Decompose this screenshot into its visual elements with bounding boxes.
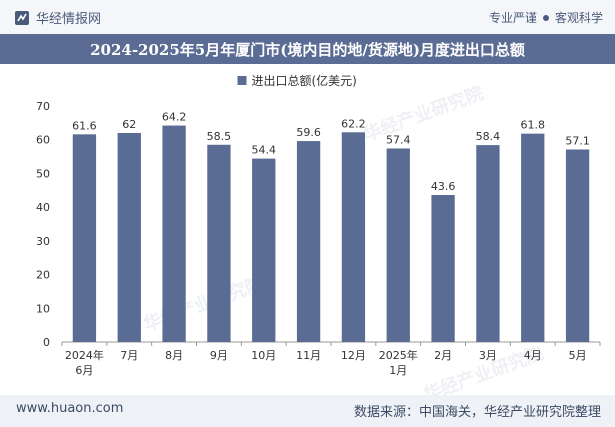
x-tick-label: 4月 bbox=[524, 349, 542, 362]
x-tick-label: 2月 bbox=[434, 349, 452, 362]
data-label: 43.6 bbox=[431, 180, 456, 193]
bar bbox=[565, 149, 590, 342]
x-tick-label: 7月 bbox=[120, 349, 138, 362]
data-label: 58.5 bbox=[207, 130, 232, 143]
data-label: 57.1 bbox=[565, 134, 590, 147]
brand-name: 华经情报网 bbox=[36, 12, 102, 27]
data-label: 62 bbox=[122, 118, 136, 131]
x-tick-label: 10月 bbox=[251, 349, 276, 362]
y-tick-label: 30 bbox=[36, 235, 50, 248]
top-header-bar: 华经情报网 专业严谨 客观科学 bbox=[0, 0, 615, 34]
x-tick-label: 11月 bbox=[296, 349, 321, 362]
y-tick-label: 60 bbox=[36, 134, 50, 147]
x-tick-label: 9月 bbox=[210, 349, 228, 362]
data-label: 54.4 bbox=[252, 144, 277, 157]
website-link[interactable]: www.huaon.com bbox=[16, 401, 124, 416]
data-label: 61.6 bbox=[72, 119, 97, 132]
x-tick-label: 12月 bbox=[341, 349, 366, 362]
data-label: 58.4 bbox=[476, 130, 501, 143]
tagline: 专业严谨 客观科学 bbox=[489, 9, 603, 26]
bar bbox=[521, 133, 545, 342]
bar bbox=[117, 132, 141, 342]
data-source: 数据来源：中国海关，华经产业研究院整理 bbox=[353, 405, 601, 420]
logo-icon bbox=[15, 10, 29, 25]
y-tick-label: 70 bbox=[36, 100, 50, 113]
bar bbox=[476, 145, 500, 342]
brand: 华经情报网 bbox=[14, 8, 101, 27]
tagline-left: 专业严谨 bbox=[488, 11, 537, 25]
footer: www.huaon.com 数据来源：中国海关，华经产业研究院整理 bbox=[0, 395, 615, 427]
x-tick-label: 2024年 bbox=[65, 348, 104, 362]
bar bbox=[431, 195, 455, 342]
bar bbox=[207, 144, 231, 342]
x-tick-label: 2025年 bbox=[379, 348, 418, 362]
bar bbox=[386, 148, 410, 342]
data-label: 62.2 bbox=[341, 117, 366, 130]
tagline-right: 客观科学 bbox=[554, 11, 603, 25]
x-tick-label: 5月 bbox=[569, 349, 587, 362]
separator-dot-icon bbox=[542, 14, 549, 21]
chart-area: 进出口总额(亿美元) 0 10 20 30 40 50 60 70 61.6 2024年 6月 62 7月… bbox=[0, 64, 615, 387]
x-tick-label: 6月 bbox=[75, 364, 93, 377]
legend-swatch bbox=[237, 76, 247, 85]
y-tick-label: 10 bbox=[36, 302, 50, 315]
bar bbox=[252, 158, 276, 342]
y-tick-label: 50 bbox=[36, 167, 50, 180]
x-tick-label: 1月 bbox=[389, 364, 407, 377]
y-tick-label: 20 bbox=[36, 269, 50, 282]
data-label: 64.2 bbox=[162, 111, 187, 124]
y-tick-label: 0 bbox=[43, 336, 50, 349]
bar bbox=[162, 125, 186, 342]
bar bbox=[72, 134, 97, 342]
data-label: 59.6 bbox=[296, 126, 321, 139]
bar-chart: 进出口总额(亿美元) 0 10 20 30 40 50 60 70 61.6 2024年 6月 62 7月… bbox=[36, 73, 601, 377]
data-label: 61.8 bbox=[521, 119, 546, 132]
y-tick-label: 40 bbox=[36, 201, 50, 214]
chart-title: 2024-2025年5月年厦门市(境内目的地/货源地)月度进出口总额 bbox=[0, 34, 615, 64]
x-tick-label: 3月 bbox=[479, 349, 497, 362]
data-label: 57.4 bbox=[386, 133, 411, 146]
x-tick-label: 8月 bbox=[165, 349, 183, 362]
legend-label: 进出口总额(亿美元) bbox=[252, 73, 357, 88]
bar bbox=[341, 132, 366, 342]
bar bbox=[296, 141, 321, 342]
